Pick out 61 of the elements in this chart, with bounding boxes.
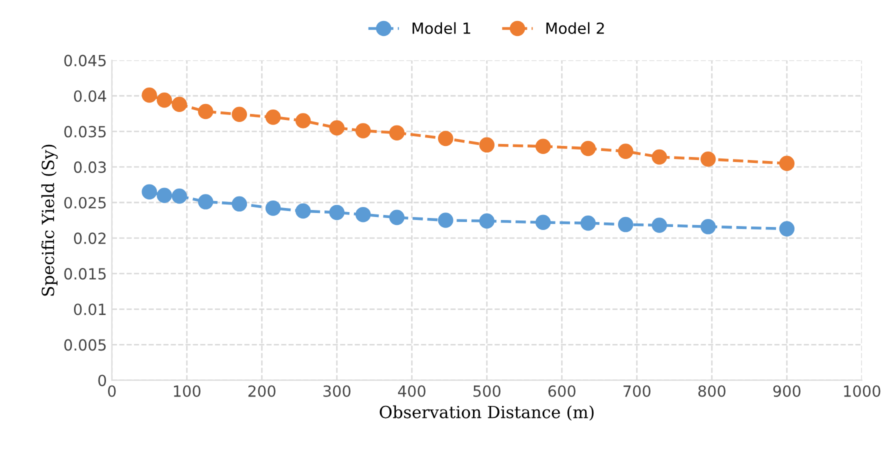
point xyxy=(479,137,495,153)
y-tick-label: 0.015 xyxy=(64,268,106,280)
point xyxy=(142,88,158,103)
point xyxy=(618,216,634,232)
point xyxy=(355,123,371,138)
point xyxy=(198,104,214,120)
point xyxy=(172,96,188,112)
y-tick-label: 0.03 xyxy=(74,161,106,173)
point xyxy=(618,144,634,159)
point xyxy=(438,212,454,228)
point xyxy=(652,218,668,233)
y-axis-title: Specific Yield (Sy) xyxy=(41,144,58,296)
x-tick-label: 100 xyxy=(174,385,200,397)
point xyxy=(355,206,371,222)
y-tick-label: 0.01 xyxy=(74,304,106,316)
point xyxy=(652,149,668,165)
x-tick-label: 900 xyxy=(773,385,800,397)
point xyxy=(479,213,495,229)
point xyxy=(700,219,716,234)
point xyxy=(438,130,454,146)
y-tick-label: 0.035 xyxy=(64,126,106,138)
x-tick-label: 1000 xyxy=(844,385,880,397)
point xyxy=(535,214,551,230)
point xyxy=(580,215,596,231)
point xyxy=(232,106,248,122)
x-tick-label: 500 xyxy=(473,385,500,397)
point xyxy=(389,125,405,140)
point xyxy=(700,152,716,167)
point xyxy=(295,203,311,219)
point xyxy=(779,221,795,236)
point xyxy=(535,138,551,154)
point xyxy=(265,110,281,125)
point xyxy=(232,196,248,212)
x-tick-label: 300 xyxy=(323,385,350,397)
point xyxy=(156,188,172,204)
y-tick-label: 0.025 xyxy=(64,196,106,209)
x-tick-label: 0 xyxy=(108,385,116,397)
y-tick-label: 0.045 xyxy=(64,54,106,66)
x-tick-label: 700 xyxy=(624,385,650,397)
point xyxy=(142,184,158,200)
point xyxy=(329,204,345,220)
point xyxy=(779,156,795,172)
point xyxy=(156,92,172,108)
point xyxy=(172,188,188,204)
x-tick-label: 800 xyxy=(698,385,726,397)
x-tick-label: 400 xyxy=(398,385,426,397)
x-axis-title: Observation Distance (m) xyxy=(380,405,594,421)
x-tick-label: 600 xyxy=(548,385,576,397)
point xyxy=(198,194,214,210)
legend-label: Model 2 xyxy=(546,22,604,34)
legend-label: Model 1 xyxy=(412,22,470,34)
y-tick-label: 0.02 xyxy=(74,232,106,244)
point xyxy=(329,120,345,136)
y-tick-label: 0 xyxy=(98,374,106,386)
point xyxy=(265,200,281,216)
x-tick-label: 200 xyxy=(248,385,276,397)
y-tick-label: 0.005 xyxy=(64,339,106,351)
y-tick-label: 0.04 xyxy=(74,90,106,102)
point xyxy=(389,210,405,226)
point xyxy=(580,140,596,156)
point xyxy=(295,113,311,128)
